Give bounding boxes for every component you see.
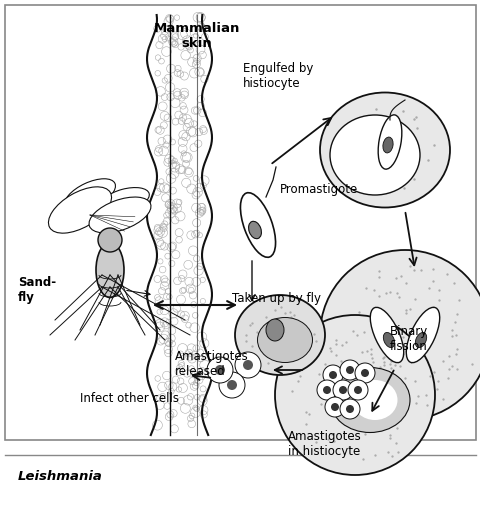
Circle shape bbox=[353, 386, 361, 394]
Ellipse shape bbox=[257, 318, 312, 362]
Text: Amastigotes
in histiocyte: Amastigotes in histiocyte bbox=[288, 430, 361, 458]
Ellipse shape bbox=[329, 367, 409, 433]
Circle shape bbox=[323, 386, 330, 394]
Ellipse shape bbox=[415, 332, 426, 348]
Text: Taken up by fly: Taken up by fly bbox=[231, 292, 320, 305]
Ellipse shape bbox=[265, 319, 283, 341]
Circle shape bbox=[339, 360, 359, 380]
Circle shape bbox=[206, 357, 232, 383]
Circle shape bbox=[332, 380, 352, 400]
Ellipse shape bbox=[64, 179, 115, 211]
Circle shape bbox=[323, 365, 342, 385]
Circle shape bbox=[345, 405, 353, 413]
Ellipse shape bbox=[319, 93, 449, 208]
Circle shape bbox=[316, 380, 336, 400]
Ellipse shape bbox=[383, 332, 394, 348]
Circle shape bbox=[242, 360, 252, 370]
Ellipse shape bbox=[406, 307, 439, 362]
Ellipse shape bbox=[240, 193, 275, 258]
Bar bbox=[5, 5, 475, 440]
Circle shape bbox=[275, 315, 434, 475]
Circle shape bbox=[218, 372, 244, 398]
Circle shape bbox=[354, 363, 374, 383]
Ellipse shape bbox=[377, 115, 401, 169]
Ellipse shape bbox=[382, 137, 392, 153]
Circle shape bbox=[319, 250, 480, 420]
Ellipse shape bbox=[352, 380, 396, 420]
Circle shape bbox=[215, 365, 225, 375]
Text: Leishmania: Leishmania bbox=[18, 470, 103, 483]
Circle shape bbox=[360, 369, 368, 377]
Ellipse shape bbox=[235, 295, 324, 375]
Text: Amastigotes
released: Amastigotes released bbox=[175, 350, 248, 378]
Text: Mammalian
skin: Mammalian skin bbox=[154, 22, 240, 50]
Circle shape bbox=[338, 386, 346, 394]
Circle shape bbox=[328, 371, 336, 379]
Text: Binary
fission: Binary fission bbox=[389, 325, 427, 353]
Circle shape bbox=[324, 397, 344, 417]
Circle shape bbox=[98, 228, 122, 252]
Ellipse shape bbox=[100, 187, 149, 212]
Ellipse shape bbox=[248, 221, 261, 239]
Ellipse shape bbox=[329, 115, 419, 195]
Ellipse shape bbox=[48, 187, 111, 233]
Circle shape bbox=[347, 380, 367, 400]
Bar bbox=[152, 15, 206, 435]
Text: Infect other cells: Infect other cells bbox=[80, 392, 179, 405]
Circle shape bbox=[339, 399, 359, 419]
Text: Engulfed by
histiocyte: Engulfed by histiocyte bbox=[242, 62, 313, 90]
Circle shape bbox=[227, 380, 237, 390]
Text: Promastigote: Promastigote bbox=[279, 184, 358, 196]
Circle shape bbox=[235, 352, 261, 378]
Circle shape bbox=[345, 366, 353, 374]
Text: Sand-
fly: Sand- fly bbox=[18, 276, 56, 304]
Ellipse shape bbox=[89, 197, 151, 233]
Ellipse shape bbox=[96, 242, 124, 297]
Circle shape bbox=[330, 403, 338, 411]
Ellipse shape bbox=[370, 307, 403, 362]
